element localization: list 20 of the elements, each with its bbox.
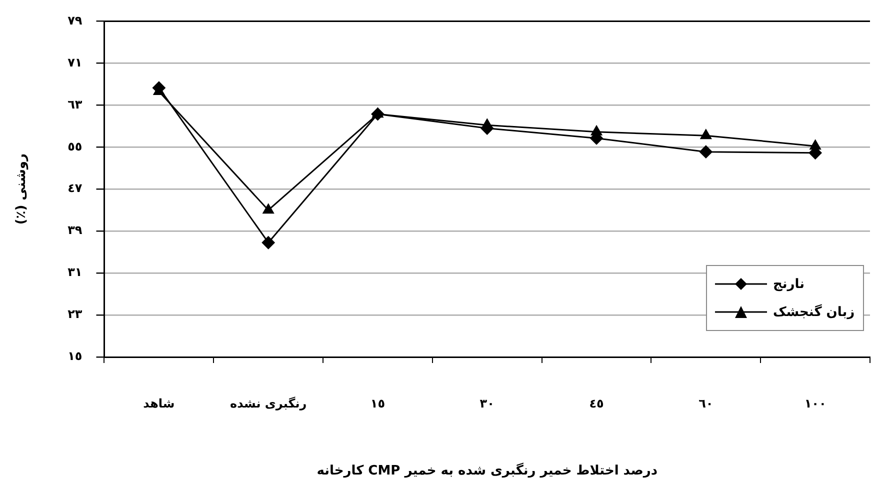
y-tick-label: ٣٩ <box>68 223 83 238</box>
x-axis-title: درصد اختلاط خمیر رنگبری شده به خمیر CMP کارخانه <box>316 462 658 479</box>
y-tick-label: ٧٩ <box>68 13 83 28</box>
legend-label: نارنج <box>773 276 804 292</box>
y-tick-label: ٢٣ <box>68 307 83 322</box>
y-tick-label: ٤٧ <box>68 181 83 196</box>
x-tick-label: ٤٥ <box>589 396 604 410</box>
x-tick-label: ١٥ <box>370 396 386 410</box>
x-tick-label: شاهد <box>143 396 175 410</box>
y-tick-label: ٥٥ <box>68 139 82 154</box>
y-tick-label: ٣١ <box>68 265 82 280</box>
y-tick-label: ٧١ <box>68 55 82 70</box>
x-tick-label: ١٠٠ <box>804 396 826 410</box>
y-tick-label: ٦٣ <box>68 97 83 112</box>
x-tick-label: ٣٠ <box>480 396 494 410</box>
x-tick-label: رنگبری نشده <box>230 396 307 410</box>
y-tick-label: ١٥ <box>68 349 82 364</box>
legend-label: زبان گنجشک <box>773 304 855 320</box>
x-tick-label: ٦٠ <box>698 396 714 410</box>
y-axis-title: روشنی (٪) <box>14 154 30 225</box>
